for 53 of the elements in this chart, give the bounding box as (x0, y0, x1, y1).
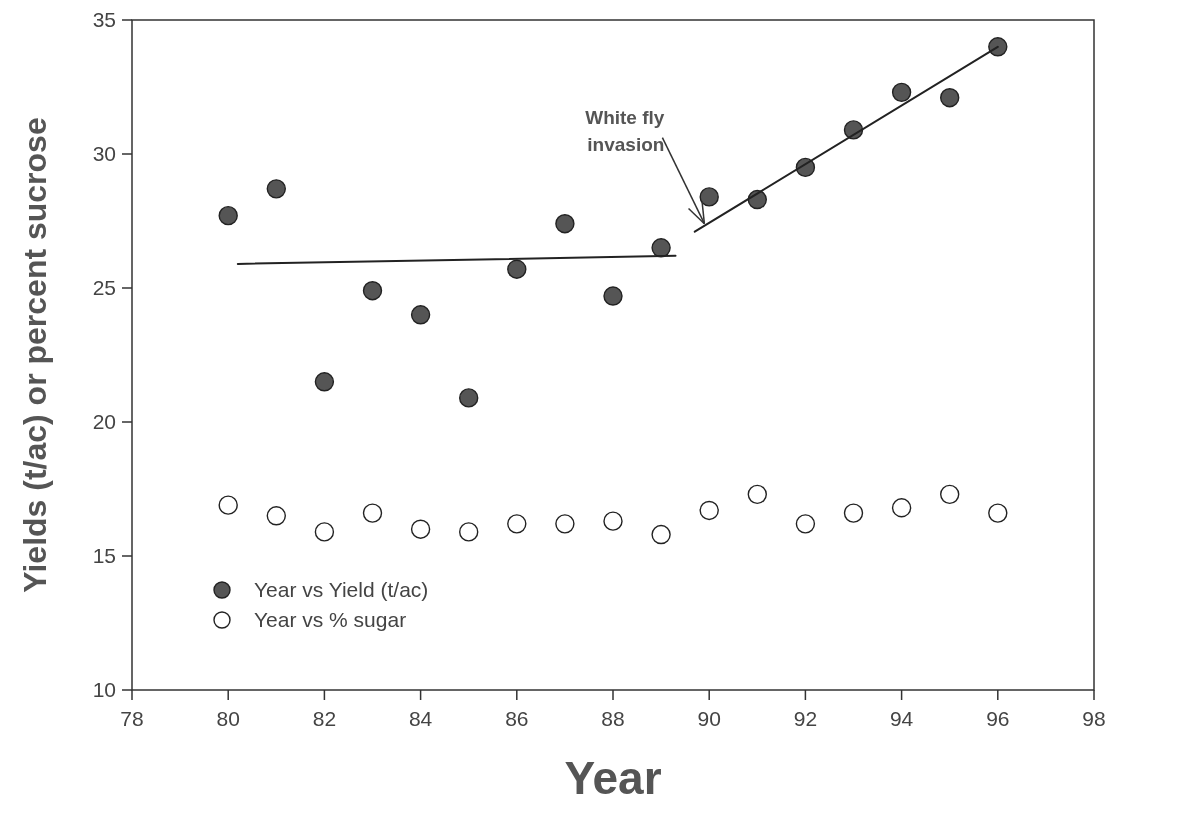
point (603, 286, 623, 306)
x-tick-label: 86 (505, 707, 529, 730)
point (314, 522, 335, 542)
legend-label: Year vs Yield (t/ac) (254, 578, 429, 602)
point (218, 205, 238, 226)
point (988, 37, 1008, 57)
point (507, 259, 527, 279)
point (314, 372, 335, 392)
point (410, 519, 431, 539)
point (699, 500, 719, 521)
point (266, 179, 286, 199)
point (459, 522, 479, 542)
y-tick-label: 25 (92, 276, 116, 300)
point (795, 514, 816, 534)
point (218, 495, 238, 515)
x-axis-title: Year (564, 752, 662, 804)
point (940, 88, 960, 108)
point (651, 238, 671, 258)
point (266, 506, 286, 526)
x-tick-label: 84 (408, 707, 433, 730)
point (699, 187, 719, 207)
x-tick-label: 80 (216, 707, 240, 730)
point (362, 503, 383, 523)
point (507, 514, 527, 534)
point (410, 305, 431, 325)
point (362, 281, 383, 301)
x-tick-label: 82 (312, 707, 337, 730)
point (651, 524, 671, 545)
point (940, 484, 960, 505)
point (988, 503, 1008, 523)
y-tick-label: 30 (92, 142, 116, 166)
x-tick-label: 78 (120, 707, 144, 730)
point (891, 498, 912, 518)
y-tick-label: 10 (92, 678, 116, 702)
point (459, 388, 479, 408)
point (891, 82, 912, 103)
annotation: White fly invasion (585, 106, 665, 155)
x-tick-label: 96 (986, 707, 1010, 730)
y-tick-label: 35 (92, 8, 116, 32)
point (747, 484, 767, 505)
point (843, 503, 864, 523)
x-tick-label: 98 (1082, 707, 1106, 730)
y-axis-title: Yields (t/ac) or percent sucrose (17, 117, 53, 593)
x-tick-label: 90 (697, 707, 721, 730)
legend-label: Year vs % sugar (254, 608, 407, 632)
point (555, 214, 575, 234)
y-tick-label: 20 (92, 410, 116, 434)
point (603, 511, 623, 531)
x-tick-label: 94 (889, 707, 914, 730)
x-tick-label: 88 (601, 707, 625, 730)
x-tick-label: 92 (793, 707, 818, 730)
point (555, 514, 575, 534)
y-tick-label: 15 (92, 544, 116, 568)
